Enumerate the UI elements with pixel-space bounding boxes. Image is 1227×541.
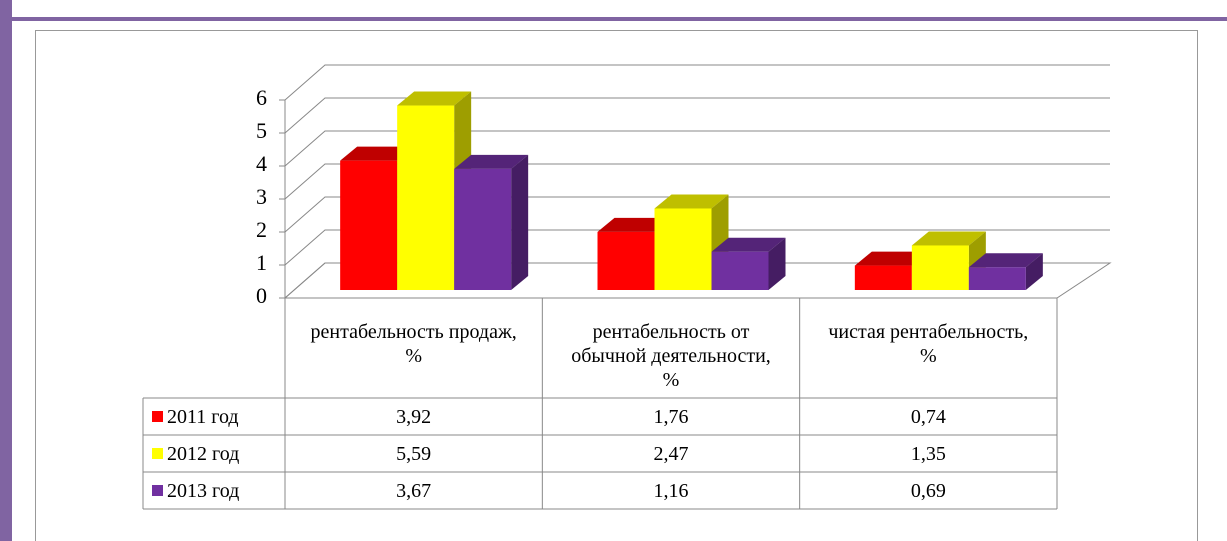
value-label: 1,16	[653, 479, 689, 502]
bar	[597, 217, 672, 290]
bar-front	[711, 251, 769, 290]
y-tick-label: 6	[256, 85, 267, 110]
bar-front	[340, 160, 398, 290]
bar-top	[654, 194, 729, 209]
legend-key	[152, 448, 163, 459]
value-label: 0,69	[910, 479, 946, 502]
category-label: рентабельность продаж, %	[310, 321, 517, 367]
chart-area	[35, 30, 1198, 541]
bar-side	[511, 154, 529, 290]
y-tick-label: 3	[256, 184, 267, 209]
legend-label: 2012 год	[167, 442, 240, 465]
frame-top	[0, 17, 1227, 21]
y-tick-label: 4	[256, 151, 267, 176]
grid-line	[284, 196, 1110, 233]
bar-front	[397, 105, 455, 290]
bar-top	[340, 146, 415, 161]
y-tick-label: 1	[256, 250, 267, 275]
category-label: чистая рентабельность, %	[828, 321, 1029, 367]
value-label: 0,74	[910, 405, 946, 428]
bar	[454, 154, 529, 290]
y-tick-label: 5	[256, 118, 267, 143]
y-tick-label: 0	[256, 283, 267, 308]
bar-front	[454, 168, 512, 290]
bar-top	[711, 237, 786, 252]
bar-side	[768, 237, 786, 290]
category-label: рентабельность от обычной деятельности, …	[571, 321, 771, 391]
legend-label: 2011 год	[167, 405, 239, 428]
bar-top	[597, 217, 672, 232]
value-label: 3,92	[396, 405, 432, 428]
frame-left	[0, 0, 12, 541]
bar-top	[454, 154, 529, 169]
bar	[711, 237, 786, 290]
bar	[968, 253, 1043, 290]
legend-key	[152, 485, 163, 496]
bar-front	[854, 265, 912, 290]
grid-line	[284, 163, 1110, 200]
bar-front	[597, 231, 655, 290]
value-label: 3,67	[396, 479, 432, 502]
grid-line	[284, 130, 1110, 167]
value-label: 1,76	[653, 405, 689, 428]
bar-front	[911, 245, 969, 290]
value-label: 2,47	[653, 442, 689, 465]
bar-side	[1025, 253, 1043, 290]
bar-top	[911, 231, 986, 246]
grid-line	[284, 97, 1110, 134]
legend-key	[152, 411, 163, 422]
bar-front	[968, 267, 1026, 290]
bar-front	[654, 208, 712, 290]
y-tick-label: 2	[256, 217, 267, 242]
value-label: 5,59	[396, 442, 432, 465]
bar-top	[968, 253, 1043, 268]
bar-top	[397, 91, 472, 106]
grid-line	[284, 229, 1110, 266]
legend-label: 2013 год	[167, 479, 240, 502]
value-label: 1,35	[910, 442, 946, 465]
grid-line	[284, 64, 1110, 101]
bar-top	[854, 251, 929, 266]
grid-line	[284, 262, 1110, 299]
